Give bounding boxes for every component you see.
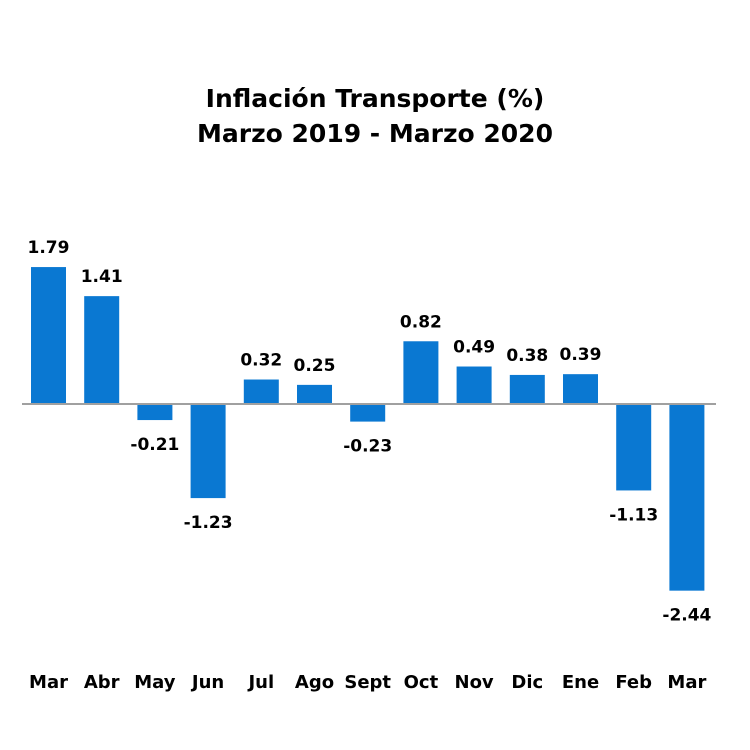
bar-mar-12 [669, 404, 705, 591]
x-tick-label: Jul [246, 672, 274, 693]
data-label: 0.82 [400, 312, 442, 332]
data-label: -2.44 [662, 606, 711, 626]
data-label: 0.25 [294, 356, 336, 376]
x-tick-label: Feb [615, 672, 652, 693]
x-tick-label: Mar [667, 672, 706, 693]
bar-feb-11 [616, 404, 652, 491]
bar-sept-6 [350, 404, 386, 422]
x-tick-label: Mar [29, 672, 68, 693]
chart-subtitle: Marzo 2019 - Marzo 2020 [197, 119, 553, 148]
x-tick-label: Jun [190, 672, 224, 693]
x-tick-label: Sept [344, 672, 391, 693]
data-label: 0.39 [560, 345, 602, 365]
x-tick-label: Ago [295, 672, 334, 693]
bar-oct-7 [403, 341, 439, 404]
x-tick-label: Oct [404, 672, 439, 693]
bar-may-2 [137, 404, 173, 421]
data-label: 1.41 [81, 267, 123, 287]
data-label: -1.13 [609, 505, 658, 525]
bar-ago-5 [297, 384, 332, 404]
data-label: 1.79 [28, 238, 70, 258]
chart-title: Inflación Transporte (%) [205, 84, 545, 113]
x-tick-label: Dic [511, 672, 543, 693]
bar-dic-9 [509, 374, 545, 404]
bar-ene-10 [563, 374, 598, 404]
data-label: -1.23 [184, 513, 233, 533]
bar-jun-3 [190, 404, 226, 499]
data-label: 0.38 [506, 346, 548, 366]
data-label: 0.49 [453, 338, 495, 358]
bar-mar-0 [31, 267, 66, 404]
data-label: 0.32 [240, 351, 282, 371]
data-label: -0.23 [343, 437, 392, 457]
x-tick-label: Ene [562, 672, 599, 693]
bar-abr-1 [84, 296, 120, 404]
data-label: -0.21 [130, 435, 179, 455]
x-tick-label: Abr [84, 672, 120, 693]
bar-nov-8 [456, 366, 492, 404]
x-tick-label: May [134, 672, 176, 693]
bar-jul-4 [243, 379, 279, 404]
x-tick-label: Nov [455, 672, 494, 693]
